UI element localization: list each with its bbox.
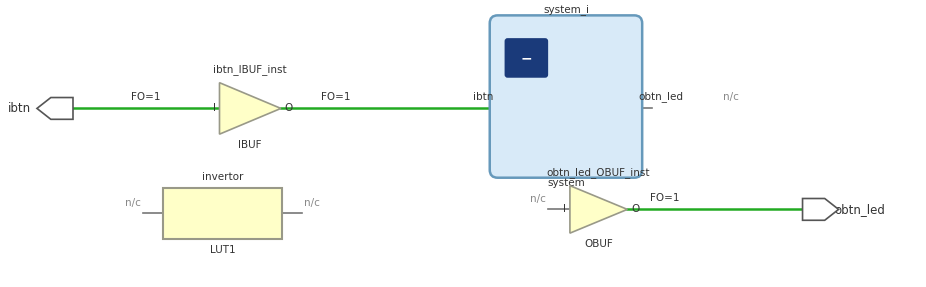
Text: I0: I0 — [192, 208, 201, 218]
Text: LUT1: LUT1 — [209, 245, 235, 255]
Text: FO=1: FO=1 — [320, 92, 350, 102]
Polygon shape — [569, 186, 627, 233]
Text: O: O — [632, 204, 640, 214]
Text: obtn_led: obtn_led — [638, 92, 683, 102]
Text: O: O — [285, 103, 294, 113]
Text: invertor: invertor — [202, 172, 244, 182]
Text: obtn_led: obtn_led — [834, 203, 885, 216]
Text: I: I — [213, 103, 216, 113]
FancyBboxPatch shape — [505, 38, 548, 78]
Text: system_i: system_i — [543, 5, 589, 15]
Text: ibtn_IBUF_inst: ibtn_IBUF_inst — [213, 64, 287, 75]
Text: FO=1: FO=1 — [131, 92, 161, 102]
Text: O: O — [252, 208, 260, 218]
Text: n/c: n/c — [531, 194, 546, 204]
Polygon shape — [219, 83, 281, 134]
Text: −: − — [520, 51, 532, 65]
Bar — [163, 188, 282, 239]
Text: I: I — [563, 204, 566, 214]
Text: FO=1: FO=1 — [650, 193, 680, 203]
Text: IBUF: IBUF — [238, 140, 262, 150]
Text: system: system — [547, 178, 585, 188]
Polygon shape — [803, 199, 839, 220]
FancyBboxPatch shape — [490, 15, 642, 178]
Polygon shape — [37, 98, 73, 119]
Text: n/c: n/c — [723, 92, 739, 102]
Text: ibtn: ibtn — [473, 92, 494, 102]
Text: OBUF: OBUF — [584, 239, 613, 249]
Text: ibtn: ibtn — [8, 102, 31, 115]
Text: obtn_led_OBUF_inst: obtn_led_OBUF_inst — [547, 167, 650, 178]
Text: n/c: n/c — [125, 198, 142, 208]
Text: n/c: n/c — [304, 198, 319, 208]
